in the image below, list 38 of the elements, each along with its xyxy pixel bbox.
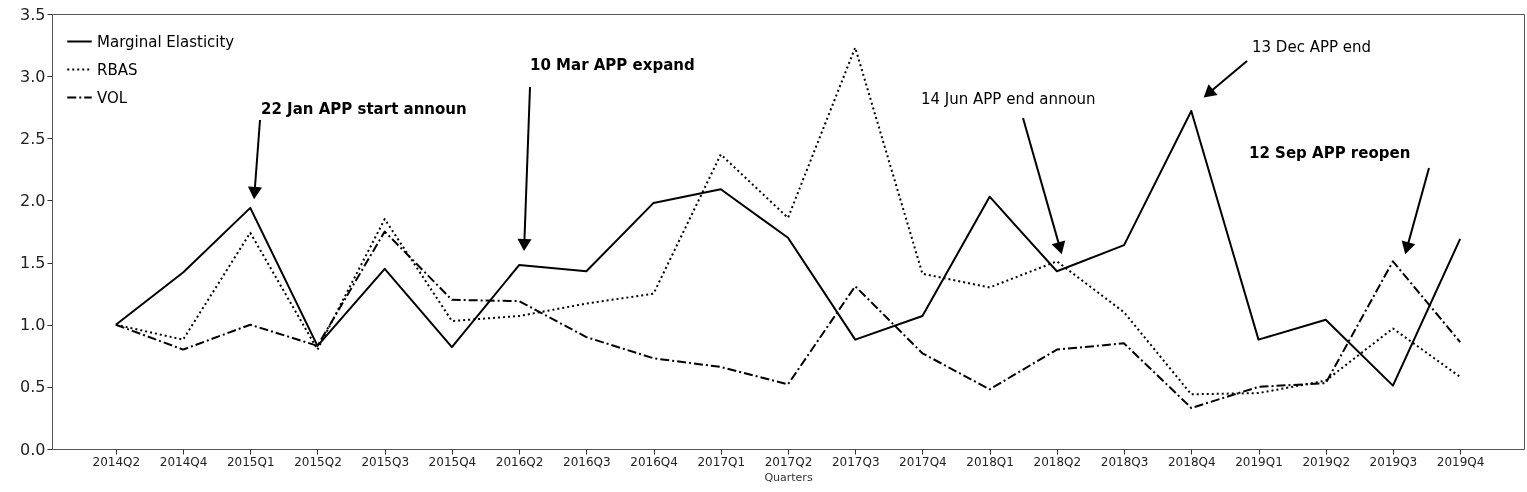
x-tick-label: 2014Q4 — [159, 454, 208, 469]
x-tick-label: 2016Q4 — [630, 454, 678, 469]
legend-label: VOL — [97, 88, 128, 107]
x-tick-label: 2015Q2 — [294, 454, 342, 469]
y-tick-label: 0.5 — [20, 377, 46, 397]
x-tick-label: 2016Q2 — [495, 454, 544, 469]
x-tick-label: 2015Q4 — [428, 454, 477, 469]
x-tick-label: 2019Q1 — [1235, 454, 1283, 469]
legend-label: RBAS — [97, 60, 138, 79]
x-axis-title: Quarters — [764, 470, 813, 484]
x-tick-label: 2018Q1 — [966, 454, 1014, 469]
y-tick-label: 2.5 — [20, 128, 46, 148]
x-tick-label: 2017Q1 — [697, 454, 746, 469]
y-tick-label: 3.5 — [20, 4, 46, 24]
x-tick-label: 2019Q2 — [1302, 454, 1351, 469]
annotation: 13 Dec APP end — [1252, 38, 1372, 56]
x-tick-label: 2015Q1 — [226, 454, 275, 469]
x-tick-label: 2014Q2 — [92, 454, 141, 469]
annotation: 22 Jan APP start announ — [261, 100, 467, 118]
annotation: 12 Sep APP reopen — [1249, 144, 1411, 162]
y-tick-label: 3.0 — [20, 66, 46, 86]
y-tick-label: 1.0 — [20, 315, 46, 335]
y-tick-label: 2.0 — [20, 190, 46, 210]
legend-label: Marginal Elasticity — [97, 32, 235, 51]
x-tick-label: 2017Q3 — [831, 454, 880, 469]
annotation: 10 Mar APP expand — [530, 56, 695, 74]
y-tick-label: 1.5 — [20, 253, 46, 273]
y-tick-label: 0.0 — [20, 439, 46, 459]
x-tick-label: 2018Q4 — [1167, 454, 1216, 469]
x-tick-label: 2017Q2 — [764, 454, 813, 469]
x-tick-label: 2017Q4 — [899, 454, 947, 469]
x-tick-label: 2019Q3 — [1369, 454, 1418, 469]
annotation: 14 Jun APP end announ — [921, 90, 1096, 108]
x-tick-label: 2018Q2 — [1033, 454, 1082, 469]
x-tick-label: 2016Q3 — [563, 454, 611, 469]
x-tick-label: 2015Q3 — [361, 454, 410, 469]
x-tick-label: 2018Q3 — [1100, 454, 1149, 469]
x-tick-label: 2019Q4 — [1436, 454, 1485, 469]
